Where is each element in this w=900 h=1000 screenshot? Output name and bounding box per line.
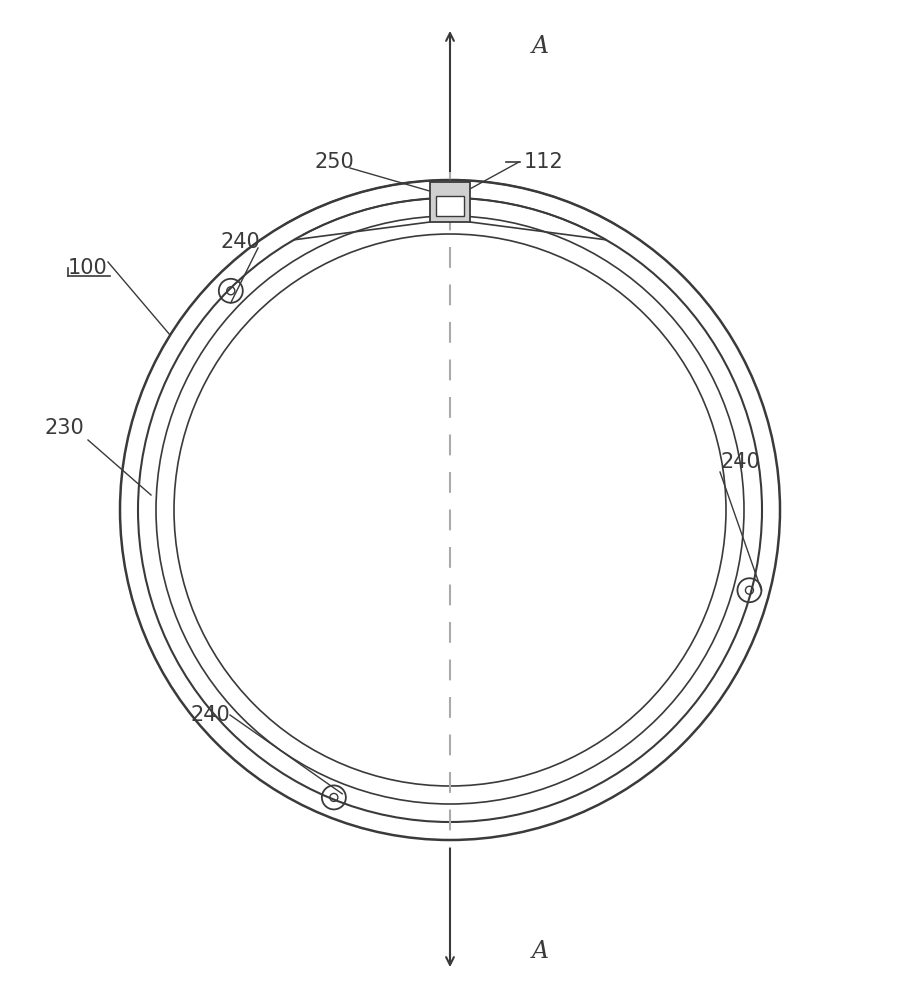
Bar (436, 196, 464, 216)
Text: A: A (532, 940, 549, 963)
Bar (430, 182, 470, 222)
Text: 100: 100 (68, 258, 108, 278)
Text: A: A (532, 35, 549, 58)
Text: 240: 240 (720, 452, 760, 472)
Text: 240: 240 (220, 232, 260, 252)
Text: 112: 112 (524, 152, 563, 172)
Text: 250: 250 (315, 152, 355, 172)
Text: 230: 230 (45, 418, 85, 438)
Text: 240: 240 (190, 705, 230, 725)
